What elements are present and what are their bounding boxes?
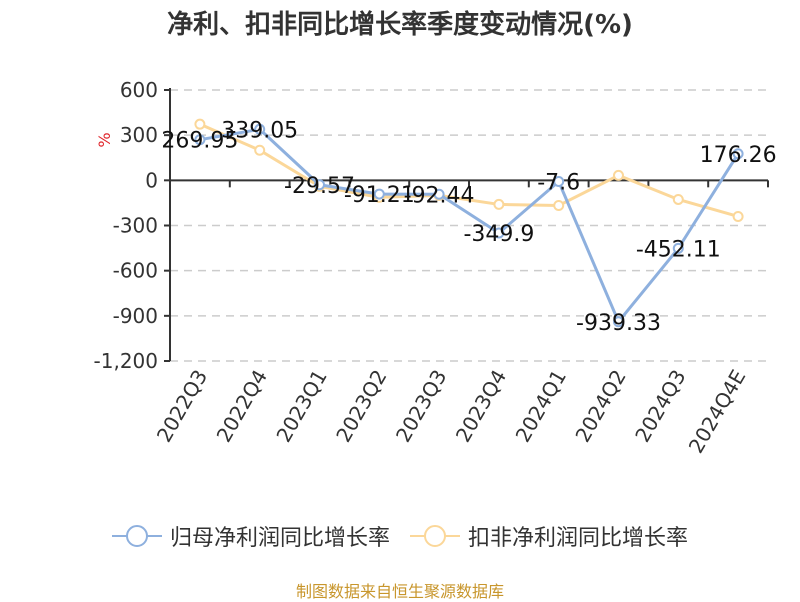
svg-text:-349.9: -349.9	[463, 222, 534, 247]
series-lines	[194, 118, 744, 328]
svg-text:2023Q2: 2023Q2	[331, 366, 391, 447]
svg-text:-300: -300	[113, 214, 158, 238]
legend-label: 归母净利润同比增长率	[169, 526, 390, 551]
svg-text:-1,200: -1,200	[94, 349, 158, 373]
x-axis: 2022Q3 2022Q4 2023Q1 2023Q2 2023Q3 2023Q4 2024…	[152, 179, 769, 458]
svg-text:176.26: 176.26	[700, 143, 777, 168]
chart-title: 净利、扣非同比增长率季度变动情况(%)	[167, 10, 633, 40]
legend-item-deducted-profit[interactable]: 扣非净利润同比增长率	[410, 520, 688, 552]
svg-text:-29.57: -29.57	[284, 174, 355, 199]
legend-circle-blue-icon	[111, 525, 162, 547]
svg-text:-92.44: -92.44	[404, 183, 475, 208]
legend: 归母净利润同比增长率 扣非净利润同比增长率	[0, 520, 800, 552]
legend-circle-orange-icon	[410, 525, 460, 547]
svg-text:2023Q3: 2023Q3	[391, 366, 451, 447]
svg-text:2024Q1: 2024Q1	[511, 366, 571, 447]
svg-text:2023Q4: 2023Q4	[451, 366, 511, 447]
legend-item-net-profit[interactable]: 归母净利润同比增长率	[111, 520, 390, 552]
svg-text:-900: -900	[113, 304, 158, 328]
svg-text:-7.6: -7.6	[537, 170, 580, 195]
svg-text:300: 300	[120, 123, 158, 147]
svg-text:0: 0	[145, 168, 158, 192]
y-axis: 600 300 0 -300 -600 -900 -1,200	[94, 78, 171, 373]
svg-text:2024Q3: 2024Q3	[630, 366, 690, 447]
svg-text:269.95: 269.95	[161, 129, 238, 154]
svg-text:2024Q4E: 2024Q4E	[684, 366, 751, 458]
svg-text:-939.33: -939.33	[576, 311, 661, 336]
data-source: 制图数据来自恒生聚源数据库	[295, 582, 504, 601]
svg-text:339.05: 339.05	[221, 118, 298, 143]
svg-text:2024Q2: 2024Q2	[570, 366, 630, 447]
svg-text:2022Q3: 2022Q3	[152, 366, 212, 447]
svg-text:600: 600	[120, 78, 158, 102]
legend-label: 扣非净利润同比增长率	[468, 526, 689, 551]
svg-text:-600: -600	[113, 259, 158, 283]
svg-text:-91.21: -91.21	[344, 183, 415, 208]
svg-text:2022Q4: 2022Q4	[212, 366, 272, 447]
svg-text:-452.11: -452.11	[636, 237, 721, 262]
svg-text:2023Q1: 2023Q1	[271, 366, 331, 447]
grid-lines	[170, 89, 768, 362]
y-unit-label: %	[95, 132, 114, 147]
